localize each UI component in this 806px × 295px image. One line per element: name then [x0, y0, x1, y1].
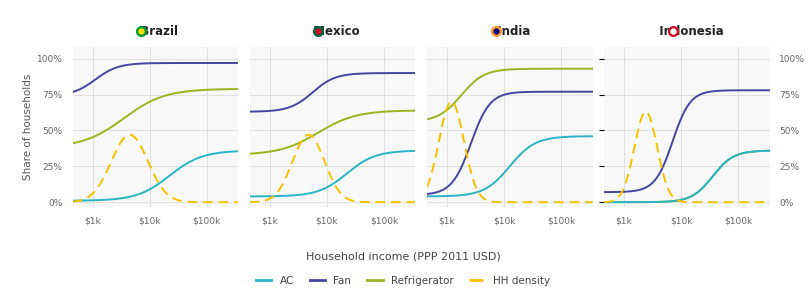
Text: Mexico: Mexico [305, 25, 359, 38]
Text: Brazil: Brazil [132, 25, 178, 38]
Legend: AC, Fan, Refrigerator, HH density: AC, Fan, Refrigerator, HH density [251, 271, 555, 290]
Text: Household income (PPP 2011 USD): Household income (PPP 2011 USD) [305, 252, 501, 262]
Y-axis label: Share of households: Share of households [23, 74, 33, 180]
Text: India: India [489, 25, 530, 38]
Text: Indonesia: Indonesia [650, 25, 723, 38]
